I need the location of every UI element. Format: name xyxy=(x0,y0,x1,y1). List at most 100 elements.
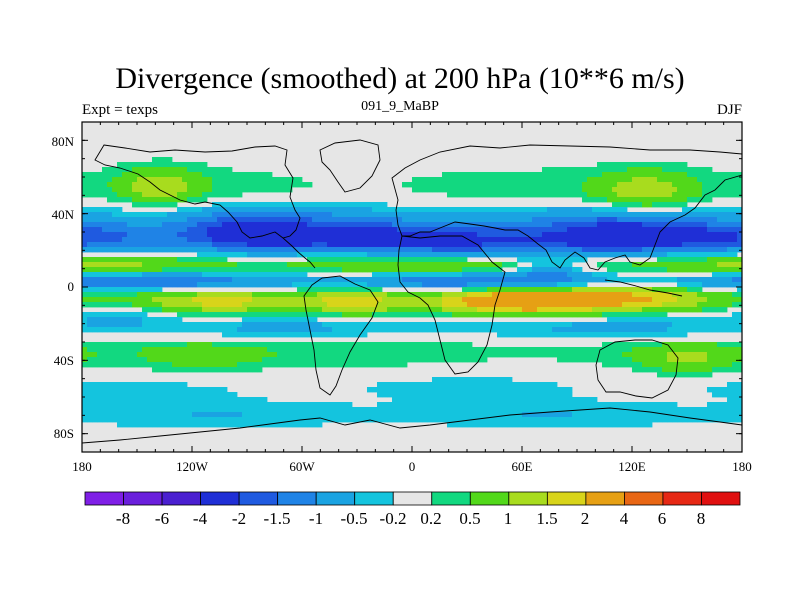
field-cell xyxy=(282,242,288,248)
field-cell xyxy=(322,352,328,358)
field-cell xyxy=(92,317,98,323)
field-cell xyxy=(517,297,523,303)
field-cell xyxy=(282,267,288,273)
field-cell xyxy=(647,227,653,233)
field-cell xyxy=(382,257,388,263)
field-cell xyxy=(137,302,143,308)
field-cell xyxy=(152,222,158,228)
field-cell xyxy=(422,267,428,273)
field-cell xyxy=(462,277,468,283)
field-cell xyxy=(592,177,598,183)
field-cell xyxy=(702,327,708,333)
field-cell xyxy=(707,372,713,378)
field-cell xyxy=(137,237,143,243)
field-cell xyxy=(332,212,338,218)
field-cell xyxy=(427,207,433,213)
field-cell xyxy=(642,407,648,413)
field-cell xyxy=(252,272,258,278)
field-cell xyxy=(477,192,483,198)
field-cell xyxy=(702,267,708,273)
field-cell xyxy=(477,322,483,328)
field-cell xyxy=(642,247,648,253)
field-cell xyxy=(242,217,248,223)
field-cell xyxy=(272,267,278,273)
field-cell xyxy=(342,237,348,243)
field-cell xyxy=(497,217,503,223)
field-cell xyxy=(737,172,742,178)
field-cell xyxy=(562,327,568,333)
field-cell xyxy=(457,312,463,318)
field-cell xyxy=(337,277,343,283)
field-cell xyxy=(732,397,738,403)
field-cell xyxy=(132,407,138,413)
field-cell xyxy=(247,182,253,188)
field-cell xyxy=(587,232,593,238)
field-cell xyxy=(432,217,438,223)
field-cell xyxy=(342,342,348,348)
field-cell xyxy=(697,407,703,413)
field-cell xyxy=(297,302,303,308)
field-cell xyxy=(287,212,293,218)
field-cell xyxy=(197,257,203,263)
field-cell xyxy=(272,327,278,333)
field-cell xyxy=(232,207,238,213)
field-cell xyxy=(392,352,398,358)
field-cell xyxy=(397,382,403,388)
field-cell xyxy=(437,392,443,398)
field-cell xyxy=(582,167,588,173)
field-cell xyxy=(362,227,368,233)
field-cell xyxy=(162,342,168,348)
field-cell xyxy=(427,272,433,278)
field-cell xyxy=(722,282,728,288)
field-cell xyxy=(572,357,578,363)
field-cell xyxy=(632,327,638,333)
field-cell xyxy=(587,327,593,333)
field-cell xyxy=(477,232,483,238)
field-cell xyxy=(677,327,683,333)
field-cell xyxy=(512,392,518,398)
field-cell xyxy=(262,332,268,338)
field-cell xyxy=(607,317,613,323)
field-cell xyxy=(562,187,568,193)
field-cell xyxy=(242,367,248,373)
field-cell xyxy=(737,297,742,303)
field-cell xyxy=(402,292,408,298)
field-cell xyxy=(272,342,278,348)
field-cell xyxy=(457,257,463,263)
field-cell xyxy=(172,357,178,363)
field-cell xyxy=(152,287,158,293)
field-cell xyxy=(362,237,368,243)
field-cell xyxy=(167,237,173,243)
field-cell xyxy=(297,207,303,213)
field-cell xyxy=(652,352,658,358)
field-cell xyxy=(722,242,728,248)
field-cell xyxy=(142,232,148,238)
field-cell xyxy=(102,257,108,263)
field-cell xyxy=(217,327,223,333)
field-cell xyxy=(197,312,203,318)
field-cell xyxy=(732,292,738,298)
field-cell xyxy=(432,352,438,358)
field-cell xyxy=(122,387,128,393)
field-cell xyxy=(297,182,303,188)
field-cell xyxy=(202,302,208,308)
field-cell xyxy=(632,217,638,223)
field-cell xyxy=(292,267,298,273)
field-cell xyxy=(97,212,103,218)
field-cell xyxy=(117,397,123,403)
field-cell xyxy=(197,187,203,193)
field-cell xyxy=(547,307,553,313)
field-cell xyxy=(477,352,483,358)
field-cell xyxy=(537,292,543,298)
field-cell xyxy=(717,277,723,283)
field-cell xyxy=(557,387,563,393)
field-cell xyxy=(392,292,398,298)
field-cell xyxy=(352,312,358,318)
field-cell xyxy=(122,312,128,318)
field-cell xyxy=(397,212,403,218)
field-cell xyxy=(317,222,323,228)
field-cell xyxy=(557,167,563,173)
field-cell xyxy=(82,272,88,278)
field-cell xyxy=(662,182,668,188)
field-cell xyxy=(647,342,653,348)
